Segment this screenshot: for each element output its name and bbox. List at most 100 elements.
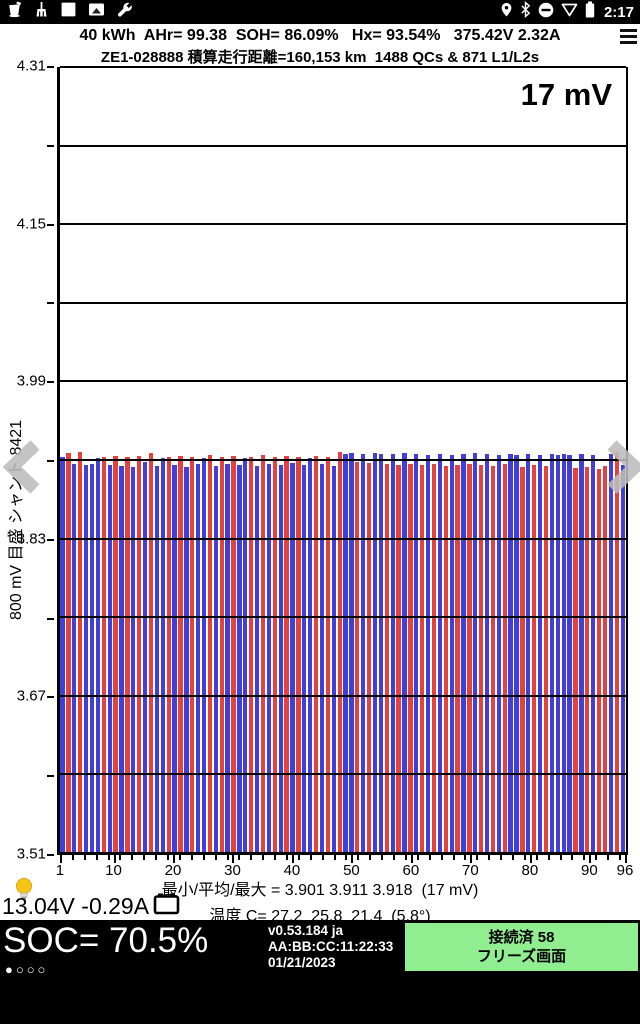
cell-bar — [437, 454, 443, 853]
x-axis-tick — [547, 855, 550, 860]
x-axis-label: 30 — [224, 862, 241, 879]
y-axis-tick — [47, 223, 54, 226]
cell-bar — [355, 461, 360, 853]
cell-bar — [408, 463, 413, 853]
freeze-screen-label: フリーズ画面 — [476, 948, 567, 965]
cell-bar — [431, 463, 437, 853]
cell-bar — [479, 464, 484, 853]
x-axis-tick — [83, 855, 86, 860]
x-axis-tick — [274, 855, 277, 860]
cell-bar — [325, 457, 330, 853]
gridline — [60, 380, 626, 383]
cell-bar — [349, 453, 354, 853]
x-axis-tick — [559, 855, 562, 860]
cell-bar — [402, 453, 407, 853]
gridline — [60, 66, 626, 68]
cell-bar — [496, 455, 501, 853]
x-axis-tick — [428, 855, 431, 860]
y-axis-tick — [47, 460, 54, 462]
bluetooth-icon — [520, 1, 531, 23]
x-axis-label: 1 — [55, 862, 65, 879]
dnd-icon — [538, 2, 554, 23]
cell-bar — [119, 465, 124, 853]
cell-bar — [467, 463, 472, 853]
cell-bar — [131, 466, 136, 853]
x-axis-tick — [107, 855, 110, 860]
cell-bar — [95, 458, 101, 853]
x-axis-label: 90 — [580, 862, 598, 879]
x-axis-tick — [178, 855, 181, 860]
cell-bar — [249, 457, 254, 853]
cup-icon — [6, 1, 23, 23]
plot-area: 17 mV — [57, 66, 628, 855]
cell-bar — [537, 455, 543, 853]
cell-bar — [596, 468, 602, 853]
connection-freeze-button[interactable]: 接続済 58 フリーズ画面 — [405, 923, 638, 971]
cell-bar — [378, 454, 384, 853]
menu-icon[interactable] — [620, 29, 637, 44]
wifi-icon — [561, 3, 578, 22]
cell-bar — [125, 457, 130, 853]
battery-summary-line: 40 kWh AHr= 99.38 SOH= 86.09% Hx= 93.54%… — [79, 27, 561, 44]
x-axis-label: 10 — [105, 862, 122, 879]
cell-bar — [72, 463, 77, 853]
gridline — [60, 459, 626, 461]
x-axis-tick — [190, 855, 193, 860]
cell-bar — [514, 455, 519, 853]
cell-bar — [591, 455, 596, 853]
cell-bar — [290, 462, 295, 853]
cell-bar — [219, 457, 224, 853]
page-indicator-dots: ●○○○ — [5, 962, 49, 977]
cell-bar — [473, 453, 478, 853]
x-axis-tick — [226, 855, 229, 860]
lightbulb-icon[interactable] — [13, 877, 35, 907]
cell-bar — [337, 452, 342, 853]
cell-bar — [166, 457, 171, 853]
cell-bar — [602, 465, 608, 853]
x-axis-tick — [571, 855, 574, 860]
gridline — [60, 144, 626, 147]
cell-bar — [620, 464, 625, 853]
y-axis-tick — [47, 854, 54, 856]
cell-bar — [573, 467, 578, 853]
gridline — [60, 223, 626, 226]
cell-bar — [89, 463, 95, 853]
cell-bar — [543, 465, 549, 853]
cell-bar — [278, 464, 283, 853]
cell-bar — [184, 466, 189, 853]
cell-bar — [78, 452, 83, 853]
cell-bar — [461, 454, 466, 853]
cell-bar — [190, 457, 195, 853]
next-page-chevron-icon[interactable] — [606, 440, 640, 499]
y-axis-label: 3.51 — [16, 845, 46, 863]
x-axis: 1 10 20 30 40 50 60 70 80 90 96 — [55, 855, 633, 879]
gridline — [60, 301, 626, 304]
x-axis-tick — [583, 855, 586, 860]
x-axis-tick — [381, 855, 384, 860]
x-axis-tick — [333, 855, 336, 860]
y-axis-label: 4.31 — [16, 57, 46, 75]
x-axis-tick — [351, 855, 354, 863]
cell-bar — [390, 454, 395, 853]
cell-bar — [508, 454, 513, 853]
cell-bar — [213, 465, 218, 853]
location-icon — [500, 1, 513, 23]
x-axis-tick — [321, 855, 324, 860]
cell-bar — [172, 464, 177, 853]
cell-bar — [243, 458, 248, 853]
cell-bar — [555, 455, 560, 853]
cell-bar — [254, 465, 260, 853]
x-axis-tick — [500, 855, 503, 860]
x-axis-tick — [470, 855, 473, 863]
y-axis-tick — [47, 144, 54, 147]
cell-bar — [526, 454, 531, 853]
cell-bar — [366, 462, 372, 853]
y-axis-tick — [47, 66, 54, 68]
cell-bar — [272, 457, 277, 853]
cell-bar — [196, 463, 201, 853]
cell-bar — [414, 454, 419, 853]
cell-bar — [502, 463, 507, 853]
y-axis-tick — [47, 381, 54, 384]
gridline — [60, 537, 626, 540]
prev-page-chevron-icon[interactable] — [1, 440, 45, 499]
